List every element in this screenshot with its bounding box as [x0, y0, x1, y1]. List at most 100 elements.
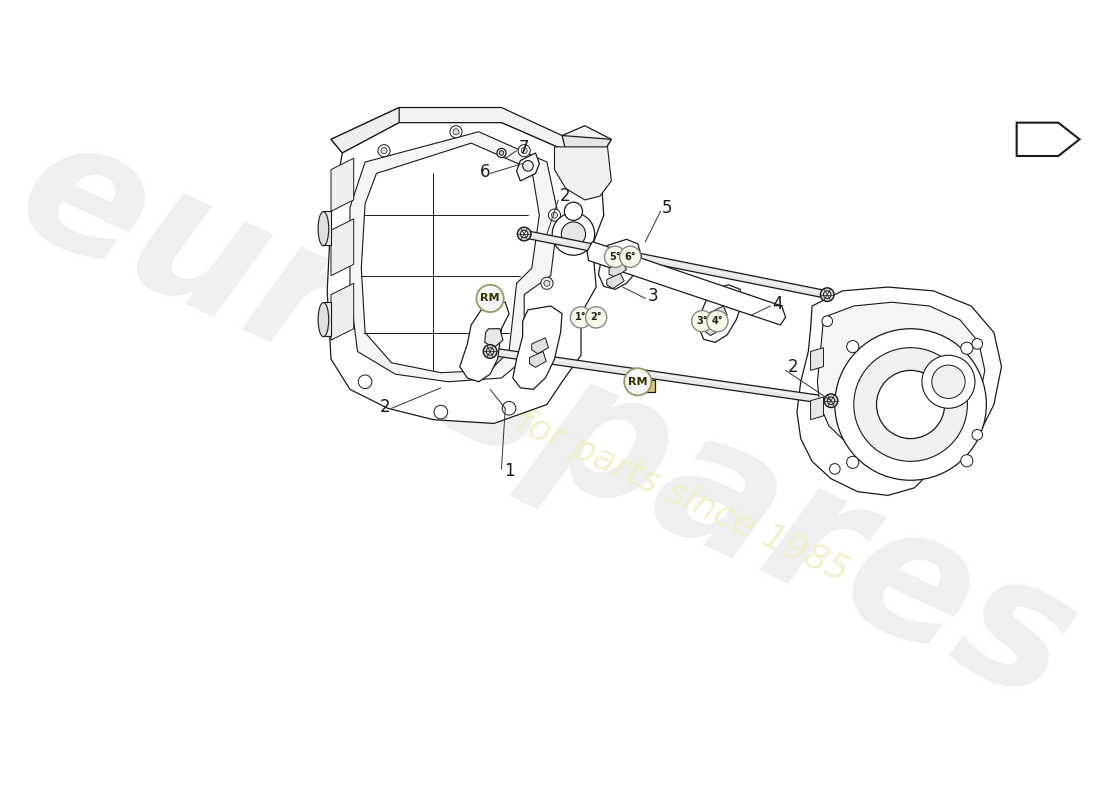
Circle shape [960, 342, 972, 354]
Circle shape [522, 161, 534, 171]
Circle shape [847, 341, 859, 353]
Text: 4°: 4° [712, 316, 723, 326]
Circle shape [517, 227, 531, 241]
Polygon shape [460, 302, 509, 382]
Circle shape [692, 310, 713, 332]
Polygon shape [517, 153, 539, 181]
Polygon shape [704, 318, 724, 335]
Text: a passion for parts since 1985: a passion for parts since 1985 [345, 326, 855, 588]
Circle shape [960, 454, 972, 467]
Circle shape [453, 129, 459, 134]
Text: 6°: 6° [625, 252, 636, 262]
Polygon shape [811, 348, 824, 370]
Text: 2: 2 [381, 398, 390, 416]
Circle shape [605, 246, 626, 267]
Polygon shape [796, 287, 1001, 495]
Polygon shape [331, 107, 399, 153]
Circle shape [381, 148, 387, 154]
Polygon shape [636, 379, 654, 392]
Ellipse shape [318, 302, 329, 337]
Circle shape [847, 456, 859, 469]
Circle shape [972, 338, 982, 349]
Polygon shape [531, 338, 549, 354]
Polygon shape [513, 306, 562, 390]
Polygon shape [350, 132, 559, 382]
Polygon shape [529, 351, 547, 367]
Polygon shape [587, 242, 785, 325]
Polygon shape [323, 211, 331, 246]
Circle shape [561, 222, 585, 246]
Polygon shape [607, 274, 624, 289]
Polygon shape [817, 302, 984, 459]
Circle shape [483, 345, 497, 358]
Text: 2: 2 [560, 187, 571, 205]
Text: 5: 5 [662, 199, 672, 218]
Polygon shape [562, 135, 612, 158]
Polygon shape [598, 239, 641, 290]
Circle shape [521, 148, 527, 154]
Polygon shape [323, 302, 331, 336]
Circle shape [476, 285, 504, 312]
Circle shape [829, 463, 840, 474]
Circle shape [552, 213, 595, 255]
Polygon shape [331, 158, 354, 211]
Circle shape [922, 355, 975, 408]
Circle shape [972, 430, 982, 440]
Circle shape [497, 149, 506, 158]
Circle shape [824, 291, 830, 298]
Polygon shape [331, 107, 612, 158]
Circle shape [624, 368, 651, 395]
Polygon shape [609, 262, 627, 278]
Circle shape [854, 348, 967, 462]
Ellipse shape [318, 212, 329, 246]
Text: 3: 3 [648, 287, 658, 305]
Circle shape [551, 212, 558, 218]
Circle shape [486, 348, 494, 355]
Circle shape [518, 145, 530, 157]
Polygon shape [698, 285, 742, 342]
Circle shape [571, 306, 592, 328]
Circle shape [564, 202, 583, 220]
Circle shape [835, 329, 987, 480]
Text: 3°: 3° [696, 316, 708, 326]
Polygon shape [811, 397, 824, 420]
Circle shape [378, 145, 390, 157]
Circle shape [359, 375, 372, 389]
Text: 6: 6 [481, 163, 491, 181]
Polygon shape [1016, 122, 1079, 156]
Text: 7: 7 [519, 139, 529, 158]
Polygon shape [707, 306, 727, 323]
Circle shape [932, 365, 965, 398]
Text: 2: 2 [788, 358, 799, 376]
Circle shape [450, 126, 462, 138]
Text: 1°: 1° [575, 312, 586, 322]
Polygon shape [331, 219, 354, 276]
Circle shape [499, 150, 504, 155]
Text: 2°: 2° [591, 312, 602, 322]
Circle shape [619, 246, 641, 267]
Circle shape [824, 394, 838, 407]
Circle shape [434, 406, 448, 419]
Circle shape [541, 278, 553, 290]
Text: RM: RM [481, 294, 499, 303]
Circle shape [520, 230, 528, 238]
Polygon shape [490, 348, 832, 405]
Circle shape [585, 306, 607, 328]
Polygon shape [554, 147, 612, 200]
Circle shape [821, 288, 834, 302]
Text: eurospares: eurospares [0, 98, 1100, 741]
Circle shape [877, 370, 945, 438]
Text: 4: 4 [772, 294, 783, 313]
Circle shape [827, 397, 835, 405]
Circle shape [549, 209, 561, 221]
Circle shape [707, 310, 728, 332]
Text: 1: 1 [504, 462, 515, 480]
Polygon shape [327, 122, 604, 423]
Polygon shape [524, 230, 828, 298]
Polygon shape [331, 283, 354, 340]
Polygon shape [361, 143, 539, 373]
Circle shape [503, 402, 516, 415]
Circle shape [543, 280, 550, 286]
Circle shape [822, 316, 833, 326]
Text: 5°: 5° [609, 252, 620, 262]
